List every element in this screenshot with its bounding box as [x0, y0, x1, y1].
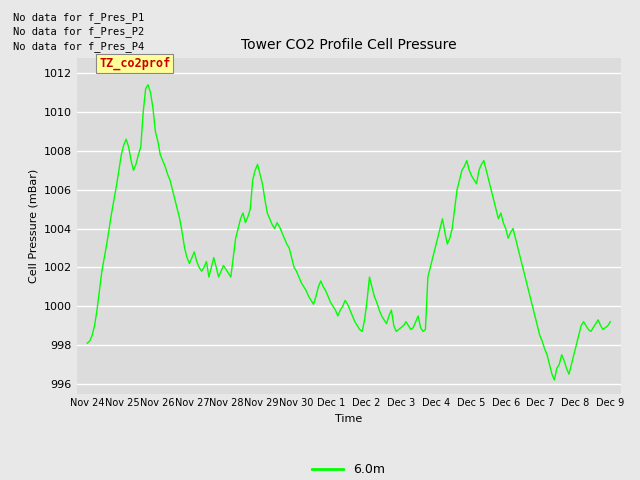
Text: No data for f_Pres_P2: No data for f_Pres_P2: [13, 26, 144, 37]
Text: No data for f_Pres_P4: No data for f_Pres_P4: [13, 41, 144, 52]
Legend: 6.0m: 6.0m: [307, 458, 390, 480]
X-axis label: Time: Time: [335, 414, 362, 424]
Y-axis label: Cell Pressure (mBar): Cell Pressure (mBar): [28, 168, 38, 283]
Title: Tower CO2 Profile Cell Pressure: Tower CO2 Profile Cell Pressure: [241, 38, 456, 52]
Text: TZ_co2prof: TZ_co2prof: [99, 57, 170, 70]
Text: No data for f_Pres_P1: No data for f_Pres_P1: [13, 12, 144, 23]
